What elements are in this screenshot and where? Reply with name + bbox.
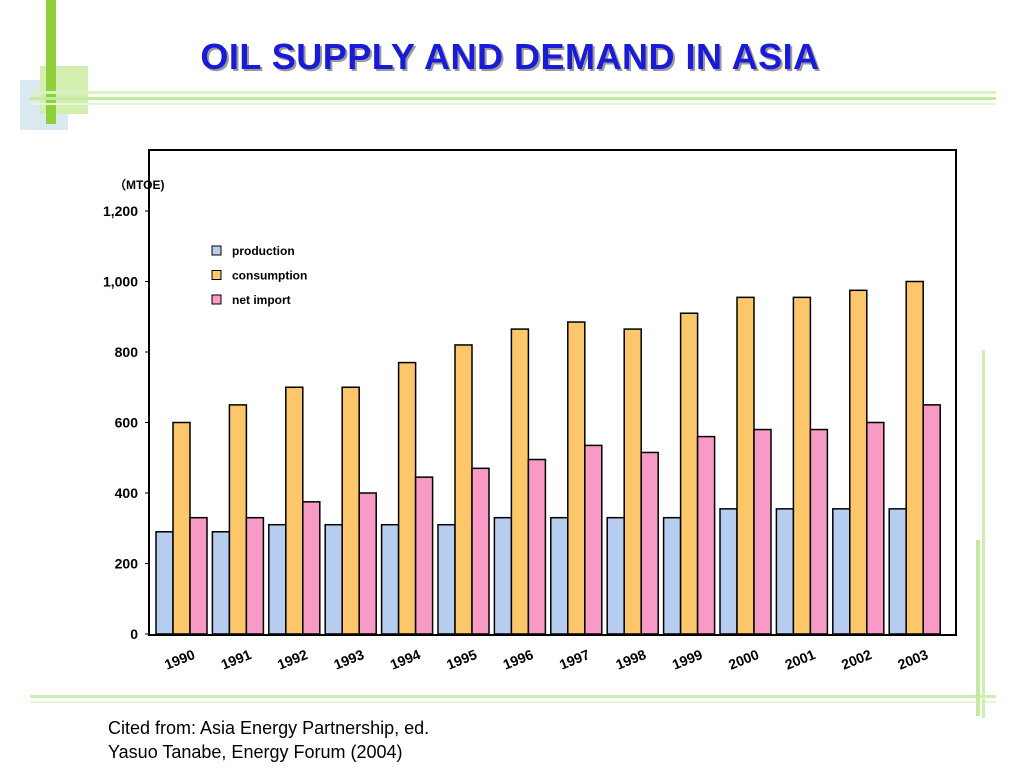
bar-net-import-2003 xyxy=(922,404,941,635)
decor-rule-top-2 xyxy=(30,97,996,100)
y-tick-label: 1,000 xyxy=(103,274,138,290)
legend-label-net-import: net import xyxy=(232,293,291,307)
decor-vline-right-1 xyxy=(982,350,985,718)
decor-rule-bottom-1 xyxy=(30,695,996,698)
bar-net-import-1997 xyxy=(584,444,603,635)
x-tick-label: 1993 xyxy=(331,646,366,673)
bar-production-1999 xyxy=(662,516,682,635)
bar-production-1996 xyxy=(493,516,513,635)
bar-net-import-1993 xyxy=(358,492,377,635)
bar-consumption-1991 xyxy=(228,404,248,635)
bar-net-import-1994 xyxy=(414,476,434,635)
bar-net-import-2000 xyxy=(753,428,772,635)
citation-line-2: Yasuo Tanabe, Energy Forum (2004) xyxy=(108,742,403,762)
x-tick-label: 1994 xyxy=(388,646,423,673)
bar-net-import-1991 xyxy=(245,516,265,635)
legend: production consumption net import xyxy=(211,244,307,307)
bar-consumption-1997 xyxy=(567,321,586,635)
x-tick-label: 1999 xyxy=(670,646,705,673)
slide-title: OIL SUPPLY AND DEMAND IN ASIA xyxy=(200,36,820,77)
bar-production-1994 xyxy=(380,523,400,635)
decor-vline-right-2 xyxy=(976,540,980,716)
legend-swatch-consumption xyxy=(211,270,222,280)
decor-rule-bottom-2 xyxy=(30,701,996,703)
bar-production-2001 xyxy=(775,508,795,635)
y-tick-label: 200 xyxy=(115,556,139,572)
bar-production-1990 xyxy=(155,531,174,635)
x-tick-label: 2002 xyxy=(839,646,874,673)
bar-net-import-1998 xyxy=(640,451,659,635)
bar-net-import-1990 xyxy=(189,516,208,635)
y-tick-label: 400 xyxy=(115,485,139,501)
bar-net-import-1996 xyxy=(527,458,547,635)
x-tick-label: 1991 xyxy=(219,646,254,673)
bar-production-2000 xyxy=(719,508,738,635)
bar-consumption-1999 xyxy=(679,312,699,635)
y-axis-unit: （MTOE) xyxy=(114,177,164,192)
x-tick-label: 1995 xyxy=(444,646,479,673)
bar-consumption-1992 xyxy=(285,386,304,635)
bar-production-1998 xyxy=(606,516,625,635)
bar-net-import-1995 xyxy=(471,467,490,635)
x-tick-label: 1996 xyxy=(501,646,536,673)
bar-consumption-1993 xyxy=(341,386,360,635)
bar-net-import-1999 xyxy=(696,435,716,635)
bar-production-1991 xyxy=(211,531,231,635)
bar-consumption-2001 xyxy=(792,296,812,635)
y-axis-ticks: 0 200 400 600 800 1,000 1,200 xyxy=(103,203,149,642)
legend-label-production: production xyxy=(232,244,295,258)
legend-swatch-net-import xyxy=(211,294,222,305)
y-tick-label: 0 xyxy=(130,626,138,642)
citation-line-1: Cited from: Asia Energy Partnership, ed. xyxy=(108,718,430,738)
x-tick-label: 2001 xyxy=(783,646,818,673)
x-tick-label: 2000 xyxy=(726,646,761,673)
bar-consumption-2000 xyxy=(736,296,755,635)
x-tick-label: 2003 xyxy=(895,646,930,673)
bar-consumption-1994 xyxy=(397,361,417,635)
x-axis-labels: 1990 1991 1992 1993 1994 1995 1996 1997 1998 1999… xyxy=(162,646,930,673)
bar-net-import-1992 xyxy=(302,501,321,635)
bar-consumption-1995 xyxy=(454,344,473,635)
decor-rule-top-1 xyxy=(30,91,996,94)
x-tick-label: 1990 xyxy=(162,646,197,673)
bars xyxy=(155,280,941,635)
bar-consumption-1990 xyxy=(172,421,191,635)
legend-label-consumption: consumption xyxy=(232,269,307,283)
x-tick-label: 1997 xyxy=(557,646,592,673)
bar-production-1993 xyxy=(324,523,343,635)
bar-production-1992 xyxy=(268,523,287,635)
bar-net-import-2002 xyxy=(866,421,885,635)
x-tick-label: 1992 xyxy=(275,646,310,673)
bar-consumption-2002 xyxy=(849,289,868,635)
x-tick-label: 1998 xyxy=(613,646,648,673)
decor-vertical-bar xyxy=(46,0,56,124)
bar-production-2003 xyxy=(888,508,907,635)
bar-consumption-1996 xyxy=(510,328,530,635)
y-tick-label: 800 xyxy=(115,344,139,360)
bar-production-1997 xyxy=(550,516,569,635)
bar-consumption-1998 xyxy=(623,328,642,635)
legend-swatch-production xyxy=(211,245,222,256)
bar-production-2002 xyxy=(832,508,851,635)
decor-rule-top-3 xyxy=(30,103,996,105)
bar-net-import-2001 xyxy=(809,428,829,635)
bar-production-1995 xyxy=(437,523,456,635)
y-tick-label: 600 xyxy=(115,415,139,431)
y-tick-label: 1,200 xyxy=(103,203,138,219)
bar-consumption-2003 xyxy=(905,280,924,635)
